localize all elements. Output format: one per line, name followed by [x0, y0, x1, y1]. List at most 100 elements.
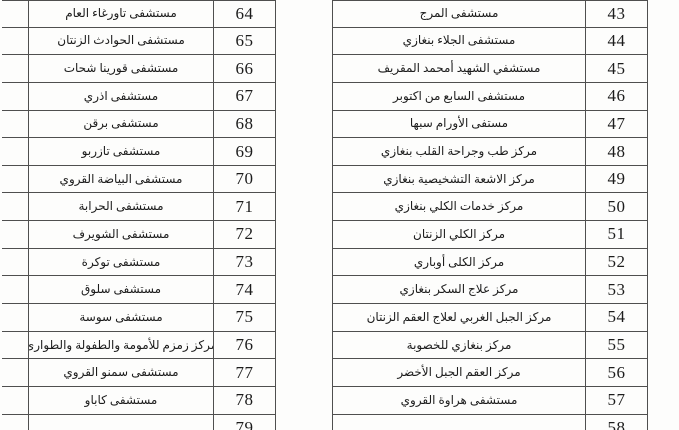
serial-number-cell: 54: [586, 304, 648, 332]
facility-name-cell: [332, 414, 586, 430]
hospitals-table-left: مستشفى تاورغاء العام 64 مستشفى الحوادث الز…: [2, 0, 276, 430]
serial-number-cell: 65: [214, 27, 276, 56]
serial-number-cell: 46: [586, 82, 648, 111]
cutoff-margin-cell: [2, 82, 29, 111]
table-row: مستشفى اذري 67: [2, 82, 276, 111]
table-row: مركز الجبل الغربي لعلاج العقم الزنتان 54: [332, 304, 648, 332]
facility-name-cell: مستشفى الحرابة: [29, 193, 214, 222]
facility-name-cell: مستشفى المرج: [332, 0, 586, 28]
hospitals-table-right: مستشفى المرج 43 مستشفى الجلاء بنغازي 44 مستش…: [332, 0, 648, 430]
serial-number-cell: 58: [586, 414, 648, 430]
facility-name-cell: مركز الكلى أوباري: [332, 248, 586, 277]
table-row: مستشفي الشهيد أمحمد المقريف 45: [332, 55, 648, 83]
facility-name-cell: مركز الجبل الغربي لعلاج العقم الزنتان: [332, 304, 586, 332]
facility-name-cell: مركز طب وجراحة القلب بنغازي: [332, 138, 586, 166]
serial-number-cell: 52: [586, 248, 648, 277]
facility-name-cell: مستشفى اذري: [29, 82, 214, 111]
facility-name-cell: مركز بنغازي للخصوبة: [332, 331, 586, 360]
table-row: مركز العقم الجبل الأخضر 56: [332, 359, 648, 387]
cutoff-margin-cell: [2, 165, 29, 194]
serial-number-cell: 50: [586, 193, 648, 222]
serial-number-cell: 56: [586, 359, 648, 387]
facility-name-cell: مركز الكلي الزنتان: [332, 221, 586, 249]
cutoff-margin-cell: [2, 414, 29, 430]
cutoff-margin-cell: [2, 0, 29, 28]
cutoff-margin-cell: [2, 276, 29, 305]
serial-number-cell: 68: [214, 110, 276, 139]
facility-name-cell: مستشفي الشهيد أمحمد المقريف: [332, 55, 586, 83]
table-row: مستشفى تاورغاء العام 64: [2, 0, 276, 28]
facility-name-cell: مستشفى هراوة القروي: [332, 386, 586, 415]
facility-name-cell: [29, 414, 214, 430]
table-row: مستشفى قورينا شحات 66: [2, 55, 276, 83]
table-row: مستشفى سلوق 74: [2, 276, 276, 305]
facility-name-cell: مركز زمزم للأمومة والطفولة والطوارئ: [29, 331, 214, 360]
serial-number-cell: 49: [586, 165, 648, 194]
table-row: مستشفى الحرابة 71: [2, 193, 276, 222]
serial-number-cell: 76: [214, 331, 276, 360]
facility-name-cell: مستشفى تاورغاء العام: [29, 0, 214, 28]
cutoff-margin-cell: [2, 193, 29, 222]
facility-name-cell: مركز خدمات الكلي بنغازي: [332, 193, 586, 222]
table-row: مركز بنغازي للخصوبة 55: [332, 331, 648, 360]
serial-number-cell: 71: [214, 193, 276, 222]
serial-number-cell: 44: [586, 27, 648, 56]
facility-name-cell: مستشفى الجلاء بنغازي: [332, 27, 586, 56]
serial-number-cell: 57: [586, 386, 648, 415]
table-row: مستشفى سوسة 75: [2, 304, 276, 332]
table-row: مستشفى الشويرف 72: [2, 221, 276, 249]
facility-name-cell: مركز العقم الجبل الأخضر: [332, 359, 586, 387]
serial-number-cell: 53: [586, 276, 648, 305]
facility-name-cell: مستشفى سوسة: [29, 304, 214, 332]
facility-name-cell: مستشفى برقن: [29, 110, 214, 139]
serial-number-cell: 47: [586, 110, 648, 139]
cutoff-margin-cell: [2, 304, 29, 332]
table-row: مستشفى الحوادث الزنتان 65: [2, 27, 276, 56]
serial-number-cell: 43: [586, 0, 648, 28]
serial-number-cell: 74: [214, 276, 276, 305]
cutoff-margin-cell: [2, 248, 29, 277]
cutoff-margin-cell: [2, 359, 29, 387]
table-row: مستشفى كاباو 78: [2, 386, 276, 415]
facility-name-cell: مركز علاج السكر بنغازي: [332, 276, 586, 305]
table-row: مركز الكلي الزنتان 51: [332, 221, 648, 249]
cutoff-margin-cell: [2, 386, 29, 415]
facility-name-cell: مستشفى سمنو القروي: [29, 359, 214, 387]
serial-number-cell: 64: [214, 0, 276, 28]
table-row: مستشفى السابع من اكتوبر 46: [332, 82, 648, 111]
table-row: مركز خدمات الكلي بنغازي 50: [332, 193, 648, 222]
facility-name-cell: مستشفى الشويرف: [29, 221, 214, 249]
serial-number-cell: 67: [214, 82, 276, 111]
table-row: مركز طب وجراحة القلب بنغازي 48: [332, 138, 648, 166]
cutoff-margin-cell: [2, 27, 29, 56]
table-row: 79: [2, 414, 276, 430]
facility-name-cell: مستشفى تازربو: [29, 138, 214, 166]
serial-number-cell: 55: [586, 331, 648, 360]
cutoff-margin-cell: [2, 331, 29, 360]
facility-name-cell: مستشفى الحوادث الزنتان: [29, 27, 214, 56]
table-row: مركز الكلى أوباري 52: [332, 248, 648, 277]
serial-number-cell: 70: [214, 165, 276, 194]
cutoff-margin-cell: [2, 110, 29, 139]
facility-name-cell: مركز الاشعة التشخيصية بنغازي: [332, 165, 586, 194]
table-row: مستشفى الجلاء بنغازي 44: [332, 27, 648, 56]
facility-name-cell: مستشفى كاباو: [29, 386, 214, 415]
serial-number-cell: 73: [214, 248, 276, 277]
cutoff-margin-cell: [2, 221, 29, 249]
table-row: مستشفى توكرة 73: [2, 248, 276, 277]
table-row: مركز الاشعة التشخيصية بنغازي 49: [332, 165, 648, 194]
table-row: مركز علاج السكر بنغازي 53: [332, 276, 648, 305]
table-row: مستشفى تازربو 69: [2, 138, 276, 166]
table-row: مستشفى المرج 43: [332, 0, 648, 28]
cutoff-margin-cell: [2, 138, 29, 166]
facility-name-cell: مستشفى السابع من اكتوبر: [332, 82, 586, 111]
table-row: 58: [332, 414, 648, 430]
facility-name-cell: مستشفى توكرة: [29, 248, 214, 277]
facility-name-cell: مستشفى قورينا شحات: [29, 55, 214, 83]
serial-number-cell: 69: [214, 138, 276, 166]
facility-name-cell: مستفى الأورام سبها: [332, 110, 586, 139]
table-row: مستشفى برقن 68: [2, 110, 276, 139]
serial-number-cell: 75: [214, 304, 276, 332]
serial-number-cell: 48: [586, 138, 648, 166]
